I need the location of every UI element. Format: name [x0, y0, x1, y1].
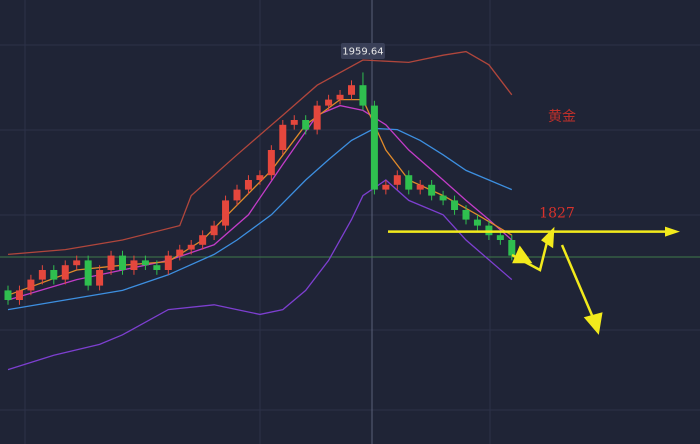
candle-body [222, 200, 230, 226]
candle-body [336, 94, 344, 100]
candle-body [244, 180, 252, 190]
candle-body [462, 210, 470, 220]
candle-body [199, 235, 207, 245]
candle-body [473, 219, 481, 226]
candle-body [370, 105, 378, 190]
candle-body [164, 255, 172, 270]
candle-body [50, 270, 58, 280]
candle-body [73, 260, 81, 266]
candle-body [382, 184, 390, 190]
candle-body [290, 120, 298, 125]
candle-body [153, 265, 161, 270]
candle-body [508, 240, 516, 256]
candle-body [405, 175, 413, 190]
candle-body [141, 260, 149, 266]
candle-body [61, 265, 69, 280]
candle-body [210, 225, 218, 236]
candle-body [439, 195, 447, 201]
candle-body [119, 255, 126, 270]
candle-body [279, 124, 287, 150]
candle-body [27, 279, 35, 291]
candle-body [451, 200, 459, 210]
level-label: 1827 [539, 206, 575, 222]
candle-body [393, 175, 401, 185]
title: 黄金 [548, 108, 576, 125]
candle-body [4, 290, 12, 300]
candle-body [416, 184, 424, 190]
candle-body [84, 260, 92, 286]
candle-body [267, 150, 275, 176]
candle-body [302, 120, 310, 130]
arrowhead [541, 226, 555, 249]
candle-body [325, 99, 333, 106]
candle-body [496, 235, 504, 240]
candle-body [233, 189, 241, 201]
candle-body [187, 244, 195, 250]
candle-body [256, 175, 264, 180]
down-arrow [560, 244, 596, 321]
candle-body [176, 249, 184, 256]
candle-body [96, 270, 104, 286]
candle-body [428, 184, 436, 196]
plot [4, 50, 516, 371]
price-label-box [340, 43, 385, 59]
candle-body [348, 85, 355, 95]
candle-body [38, 270, 46, 280]
indicator-line [7, 50, 513, 256]
candle-body [359, 85, 367, 106]
arrowhead [512, 245, 533, 264]
candle-body [15, 290, 23, 300]
arrows [511, 226, 603, 335]
indicator-line [7, 127, 513, 311]
arrowhead [583, 312, 603, 335]
candle-body [130, 260, 138, 270]
candle-body [313, 105, 321, 130]
indicator-line [7, 179, 513, 371]
candle-body [107, 255, 115, 270]
level-arrowhead [665, 226, 680, 237]
price-label: 1959.64 [342, 47, 383, 58]
